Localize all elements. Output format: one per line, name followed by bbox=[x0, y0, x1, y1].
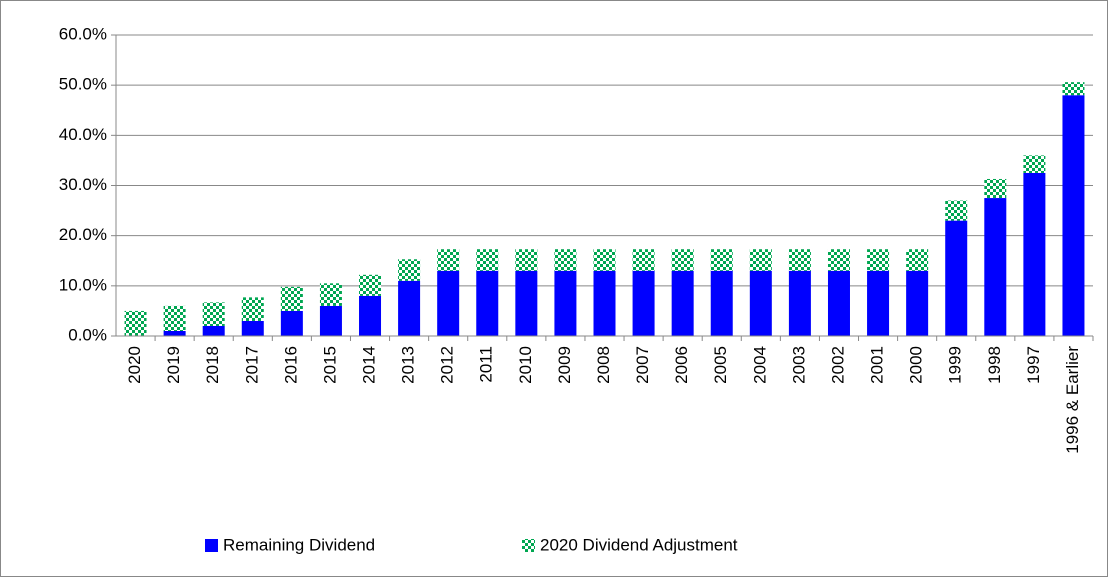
y-tick-label: 60.0% bbox=[59, 24, 107, 43]
bar-segment bbox=[1062, 82, 1085, 96]
bar-segment bbox=[632, 249, 655, 271]
legend-label: 2020 Dividend Adjustment bbox=[540, 535, 738, 554]
x-tick-label: 2018 bbox=[203, 346, 222, 384]
x-tick-label: 1997 bbox=[1024, 346, 1043, 384]
bar-segment bbox=[359, 295, 382, 336]
bar-segment bbox=[632, 270, 655, 336]
x-tick-label: 2012 bbox=[438, 346, 457, 384]
x-tick-label: 2011 bbox=[477, 346, 496, 383]
bar-segment bbox=[945, 220, 968, 336]
bar-segment bbox=[319, 305, 342, 336]
x-tick-label: 1999 bbox=[946, 346, 965, 384]
bar-segment bbox=[1062, 95, 1085, 336]
bar-segment bbox=[749, 270, 772, 336]
y-tick-label: 0.0% bbox=[68, 325, 107, 344]
x-tick-label: 2010 bbox=[516, 346, 535, 384]
x-tick-label: 2007 bbox=[633, 346, 652, 384]
x-tick-label: 2009 bbox=[555, 346, 574, 384]
x-tick-label: 2002 bbox=[828, 346, 847, 384]
bar-segment bbox=[906, 270, 929, 336]
bar-segment bbox=[867, 249, 890, 271]
bar-segment bbox=[984, 178, 1007, 199]
bar-segment bbox=[906, 249, 929, 271]
bar-segment bbox=[984, 198, 1007, 336]
x-tick-label: 2016 bbox=[281, 346, 300, 384]
bar-segment bbox=[593, 270, 616, 336]
x-tick-label: 2005 bbox=[711, 346, 730, 384]
bar-segment bbox=[593, 249, 616, 271]
legend-swatch bbox=[205, 539, 218, 552]
bar-segment bbox=[398, 280, 421, 336]
bar-segment bbox=[749, 249, 772, 271]
x-tick-label: 1998 bbox=[985, 346, 1004, 384]
bar-segment bbox=[1023, 172, 1046, 336]
bar-segment bbox=[359, 274, 382, 296]
bar-segment bbox=[202, 302, 225, 326]
y-tick-label: 20.0% bbox=[59, 225, 107, 244]
bar-segment bbox=[515, 249, 538, 271]
x-tick-label: 2014 bbox=[360, 346, 379, 384]
x-tick-label: 2008 bbox=[594, 346, 613, 384]
x-tick-label: 2015 bbox=[320, 346, 339, 384]
bar-segment bbox=[476, 270, 499, 336]
bar-segment bbox=[319, 283, 342, 306]
bar-segment bbox=[554, 270, 577, 336]
bar-segment bbox=[163, 330, 186, 336]
bar-segment bbox=[710, 249, 733, 271]
bar-segment bbox=[554, 249, 577, 271]
bar-segment bbox=[788, 270, 811, 336]
bar-segment bbox=[867, 270, 890, 336]
bar-segment bbox=[398, 259, 421, 281]
legend-swatch bbox=[522, 539, 535, 552]
x-tick-label: 2000 bbox=[907, 346, 926, 384]
bar-segment bbox=[827, 270, 850, 336]
bar-segment bbox=[827, 249, 850, 271]
y-tick-label: 40.0% bbox=[59, 125, 107, 144]
bar-segment bbox=[1023, 155, 1046, 173]
legend-item: Remaining Dividend bbox=[205, 535, 375, 554]
bar-segment bbox=[671, 270, 694, 336]
x-tick-label: 2013 bbox=[399, 346, 418, 384]
legend-item: 2020 Dividend Adjustment bbox=[522, 535, 738, 554]
bar-segment bbox=[163, 305, 186, 331]
bar-segment bbox=[124, 310, 147, 336]
x-tick-label: 2003 bbox=[789, 346, 808, 384]
x-tick-label: 1996 & Earlier bbox=[1063, 346, 1082, 454]
bar-segment bbox=[476, 249, 499, 271]
y-tick-label: 50.0% bbox=[59, 75, 107, 94]
x-tick-label: 2004 bbox=[750, 346, 769, 384]
bar-segment bbox=[788, 249, 811, 271]
y-tick-label: 10.0% bbox=[59, 275, 107, 294]
bar-segment bbox=[437, 249, 460, 271]
x-tick-label: 2001 bbox=[868, 346, 887, 384]
bar-segment bbox=[241, 320, 264, 336]
x-tick-label: 2019 bbox=[164, 346, 183, 384]
bar-segment bbox=[710, 270, 733, 336]
bar-segment bbox=[671, 249, 694, 271]
bar-segment bbox=[515, 270, 538, 336]
bar-segment bbox=[280, 310, 303, 336]
bar-segment bbox=[202, 325, 225, 336]
x-tick-label: 2020 bbox=[125, 346, 144, 384]
x-tick-label: 2006 bbox=[672, 346, 691, 384]
bar-segment bbox=[437, 270, 460, 336]
legend-label: Remaining Dividend bbox=[223, 535, 375, 554]
bar-segment bbox=[241, 297, 264, 321]
x-tick-label: 2017 bbox=[242, 346, 261, 384]
bar-segment bbox=[945, 200, 968, 221]
bar-segment bbox=[280, 286, 303, 311]
y-tick-label: 30.0% bbox=[59, 175, 107, 194]
